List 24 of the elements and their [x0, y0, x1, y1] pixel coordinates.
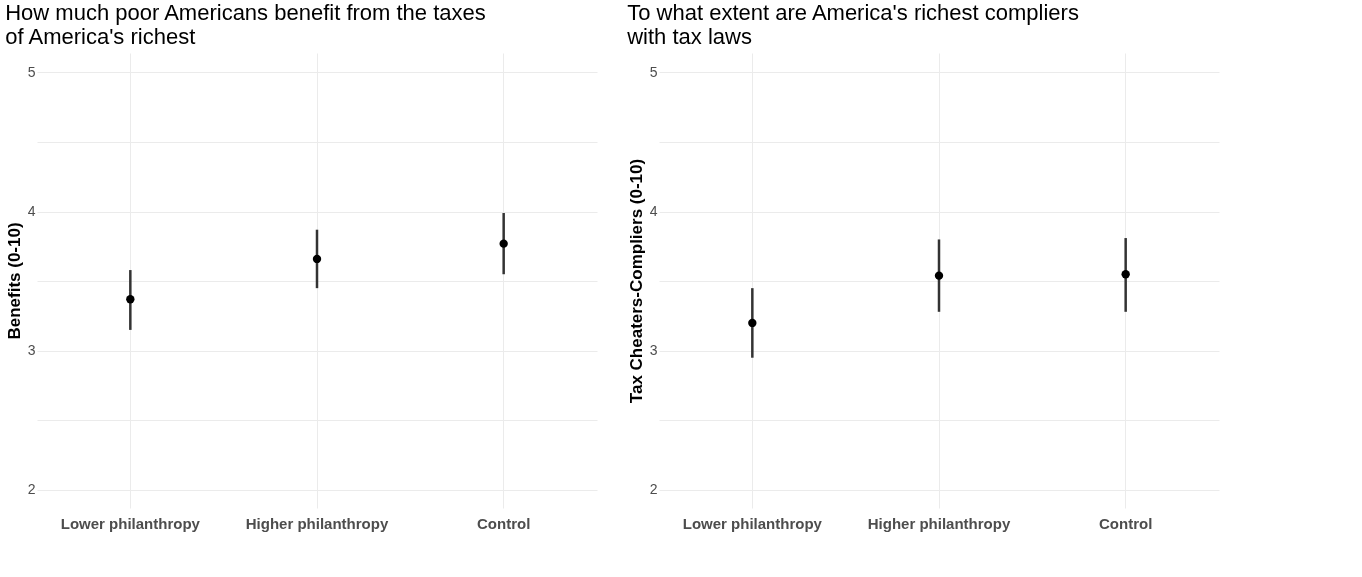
point — [499, 239, 508, 248]
point — [934, 271, 944, 280]
x-tick-label: Control — [477, 514, 531, 532]
y-axis-title: Benefits (0-10) — [4, 222, 24, 340]
x-tick-label: Higher philanthropy — [867, 514, 1011, 532]
y-axis-title: Tax Cheaters-Compliers (0-10) — [626, 158, 646, 404]
y-tick-label: 2 — [27, 481, 36, 498]
point — [748, 318, 757, 328]
chart-title: How much poor Americans benefit from the taxes of America's richest — [5, 0, 486, 49]
y-tick-label: 4 — [649, 203, 658, 220]
y-tick-label: 3 — [27, 342, 36, 359]
chart-title: To what extent are America's richest compliers with tax laws — [626, 0, 1079, 49]
y-tick-label: 5 — [649, 63, 658, 80]
y-tick-label: 3 — [649, 342, 658, 359]
point — [1121, 270, 1130, 279]
y-tick-label: 4 — [27, 203, 36, 220]
y-tick-label: 2 — [649, 481, 658, 498]
x-tick-label: Lower philanthropy — [60, 514, 201, 532]
x-tick-label: Control — [1099, 514, 1153, 532]
x-tick-label: Higher philanthropy — [245, 514, 389, 532]
y-tick-label: 5 — [27, 63, 36, 80]
point — [312, 254, 322, 264]
point — [126, 295, 135, 304]
x-tick-label: Lower philanthropy — [682, 514, 823, 532]
